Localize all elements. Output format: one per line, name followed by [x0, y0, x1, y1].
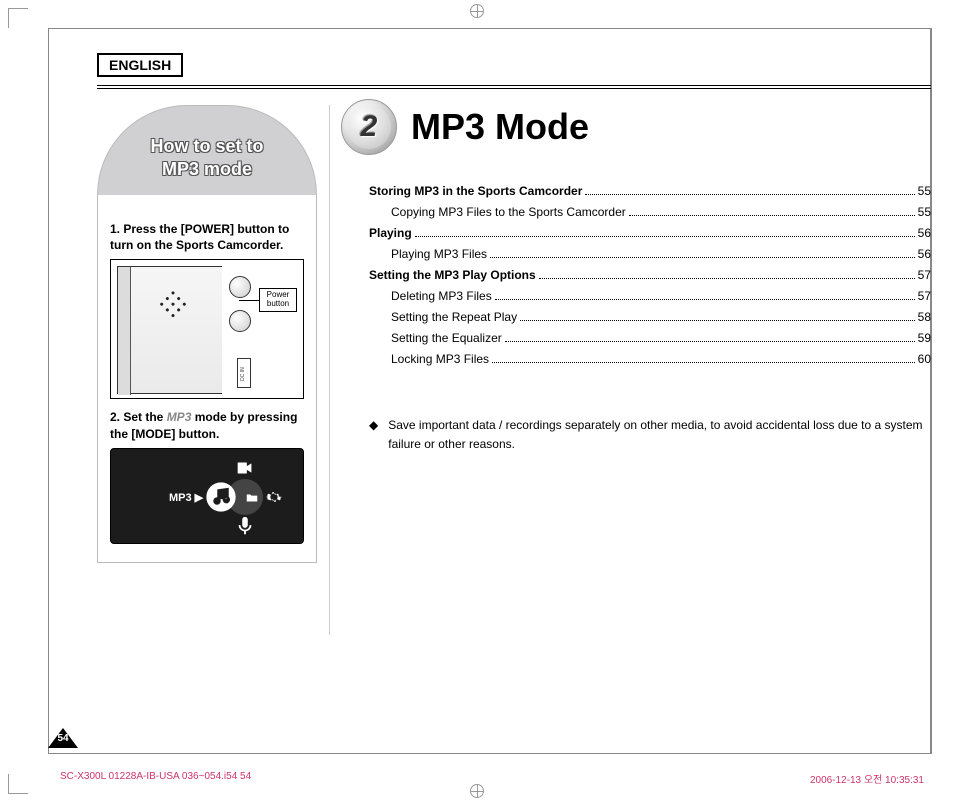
toc-page: 56 [918, 244, 931, 265]
toc-label: Setting the MP3 Play Options [369, 265, 536, 286]
music-icon [205, 481, 237, 513]
step-2: 2. Set the MP3 mode by pressing the [MOD… [110, 409, 304, 441]
step-1: 1. Press the [POWER] button to turn on t… [110, 221, 304, 253]
power-callout: Powerbutton [259, 288, 297, 312]
toc-label: Storing MP3 in the Sports Camcorder [369, 181, 582, 202]
toc-page: 55 [918, 181, 931, 202]
toc-label: Playing [369, 223, 412, 244]
header-rule [97, 85, 931, 89]
toc-page: 57 [918, 265, 931, 286]
toc-page: 55 [918, 202, 931, 223]
power-button-graphic [229, 276, 251, 298]
toc-row: Locking MP3 Files 60 [369, 349, 931, 370]
toc-row: Deleting MP3 Files 57 [369, 286, 931, 307]
note-bullet-icon: ◆ [369, 416, 378, 453]
toc-page: 57 [918, 286, 931, 307]
device-diagram: Powerbutton [110, 259, 304, 399]
registration-mark [470, 784, 484, 798]
toc-row: Copying MP3 Files to the Sports Camcorde… [369, 202, 931, 223]
note: ◆ Save important data / recordings separ… [341, 416, 931, 453]
language-badge: ENGLISH [97, 53, 183, 77]
toc-row: Setting the Equalizer 59 [369, 328, 931, 349]
table-of-contents: Storing MP3 in the Sports Camcorder 55 Cop… [341, 181, 931, 370]
toc-label: Locking MP3 Files [391, 349, 489, 370]
page-frame: ENGLISH How to set to MP3 mode 1. Press … [48, 28, 932, 754]
toc-row: Setting the MP3 Play Options 57 [369, 265, 931, 286]
toc-page: 60 [918, 349, 931, 370]
toc-page: 58 [918, 307, 931, 328]
registration-mark [470, 4, 484, 18]
toc-row: Storing MP3 in the Sports Camcorder 55 [369, 181, 931, 202]
mic-icon [234, 515, 256, 537]
mode-button-graphic [229, 310, 251, 332]
toc-page: 59 [918, 328, 931, 349]
footer-file: SC-X300L 01228A-IB-USA 036~054.i54 54 [60, 771, 251, 786]
toc-label: Setting the Repeat Play [391, 307, 517, 328]
sidebar: How to set to MP3 mode 1. Press the [POW… [97, 105, 317, 635]
toc-row: Setting the Repeat Play 58 [369, 307, 931, 328]
footer-timestamp: 2006-12-13 오전 10:35:31 [810, 771, 924, 786]
toc-label: Playing MP3 Files [391, 244, 487, 265]
toc-label: Copying MP3 Files to the Sports Camcorde… [391, 202, 626, 223]
dc-in-port [237, 358, 251, 388]
gear-icon [263, 486, 285, 508]
print-footer: SC-X300L 01228A-IB-USA 036~054.i54 54 20… [60, 771, 924, 786]
mode-screen: MP3 ▶ [110, 448, 304, 544]
mode-indicator: MP3 ▶ [169, 491, 203, 504]
toc-row: Playing 56 [369, 223, 931, 244]
main-content: 2 MP3 Mode Storing MP3 in the Sports Cam… [341, 105, 931, 635]
toc-row: Playing MP3 Files 56 [369, 244, 931, 265]
page-number-badge: 54 [48, 728, 78, 748]
folder-icon [245, 491, 259, 505]
movie-icon [234, 457, 256, 479]
toc-page: 56 [918, 223, 931, 244]
toc-label: Setting the Equalizer [391, 328, 502, 349]
chapter-title: MP3 Mode [411, 106, 589, 148]
chapter-badge: 2 [341, 99, 397, 155]
sidebar-title: How to set to MP3 mode [97, 135, 317, 182]
toc-label: Deleting MP3 Files [391, 286, 492, 307]
